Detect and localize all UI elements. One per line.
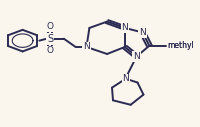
Text: methyl: methyl [167, 41, 194, 50]
Text: O: O [47, 46, 54, 55]
Text: N: N [83, 43, 90, 51]
Text: N: N [121, 23, 128, 32]
Text: O: O [47, 22, 54, 31]
Text: N: N [139, 28, 146, 37]
Text: N: N [122, 74, 129, 83]
Text: methyl: methyl [167, 41, 194, 50]
Text: N: N [133, 52, 140, 61]
Text: S: S [47, 34, 53, 44]
